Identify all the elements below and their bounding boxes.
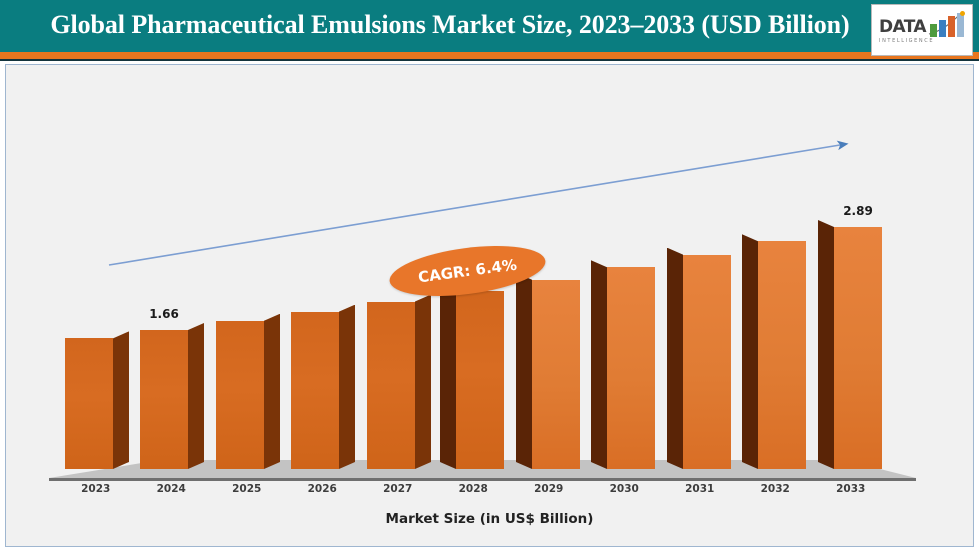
bar-front-face <box>683 254 731 469</box>
bar-side-face <box>339 305 355 469</box>
x-tick-2024: 2024 <box>156 483 186 495</box>
x-tick-2031: 2031 <box>685 483 715 495</box>
bar-2026 <box>6 65 973 546</box>
bar-front-face <box>532 279 580 469</box>
bar-2027 <box>6 65 973 546</box>
bar-2032 <box>6 65 973 546</box>
header-accent-stripe <box>0 52 979 59</box>
bar-front-face <box>216 320 264 469</box>
x-tick-2023: 2023 <box>81 483 111 495</box>
bar-value-label-2033: 2.89 <box>843 204 873 218</box>
logo-subtitle: INTELLIGENCE <box>879 38 935 44</box>
bar-side-face <box>415 295 431 469</box>
x-tick-2025: 2025 <box>232 483 262 495</box>
bar-2033 <box>6 65 973 546</box>
logo-bars-icon <box>930 13 970 37</box>
bar-2024 <box>6 65 973 546</box>
bars-layer: 1.66 2.89 <box>6 65 973 546</box>
bar-2030 <box>6 65 973 546</box>
x-axis-title: Market Size (in US$ Billion) <box>385 511 594 527</box>
logo-bar-4 <box>957 13 964 37</box>
page-title: Global Pharmaceutical Emulsions Market S… <box>50 10 850 39</box>
logo-bar-1 <box>930 24 937 37</box>
bar-front-face <box>607 267 655 469</box>
header-accent-stripe-dark <box>0 59 979 61</box>
bar-side-face <box>742 234 758 469</box>
logo-bar-2 <box>939 20 946 37</box>
bar-2023 <box>6 65 973 546</box>
x-tick-2032: 2032 <box>760 483 790 495</box>
x-tick-2026: 2026 <box>307 483 337 495</box>
logo-spark-dot-icon <box>960 11 965 16</box>
bar-front-face <box>456 290 504 469</box>
brand-logo: DATA INTELLIGENCE <box>871 4 973 56</box>
bar-side-face <box>667 248 683 469</box>
logo-inner: DATA INTELLIGENCE <box>872 5 972 55</box>
bar-side-face <box>818 220 834 469</box>
bar-side-face <box>113 331 129 469</box>
bar-front-face <box>291 311 339 469</box>
x-tick-2029: 2029 <box>534 483 564 495</box>
x-tick-2028: 2028 <box>458 483 488 495</box>
x-tick-2030: 2030 <box>609 483 639 495</box>
bar-side-face <box>440 284 456 469</box>
bar-side-face <box>188 323 204 469</box>
bar-2025 <box>6 65 973 546</box>
bar-front-face <box>65 338 113 469</box>
logo-wordmark: DATA <box>879 17 927 37</box>
x-tick-2027: 2027 <box>383 483 413 495</box>
logo-bar-3 <box>948 16 955 37</box>
chart-panel: 1.66 2.89 CAGR: 6.4% 2023 2024 2025 2026 2027… <box>5 64 974 547</box>
bar-value-label-2024: 1.66 <box>149 306 179 321</box>
bar-2028 <box>6 65 973 546</box>
bar-front-face <box>758 241 806 469</box>
bar-2031 <box>6 65 973 546</box>
header-band <box>0 0 979 52</box>
bar-front-face <box>834 227 882 469</box>
bar-front-face <box>140 329 188 469</box>
bar-side-face <box>591 260 607 469</box>
bar-side-face <box>264 314 280 469</box>
plot-area: 1.66 2.89 CAGR: 6.4% 2023 2024 2025 2026 2027… <box>6 65 973 546</box>
bar-2029 <box>6 65 973 546</box>
bar-side-face <box>516 273 532 469</box>
x-tick-2033: 2033 <box>836 483 866 495</box>
bar-front-face <box>367 301 415 469</box>
